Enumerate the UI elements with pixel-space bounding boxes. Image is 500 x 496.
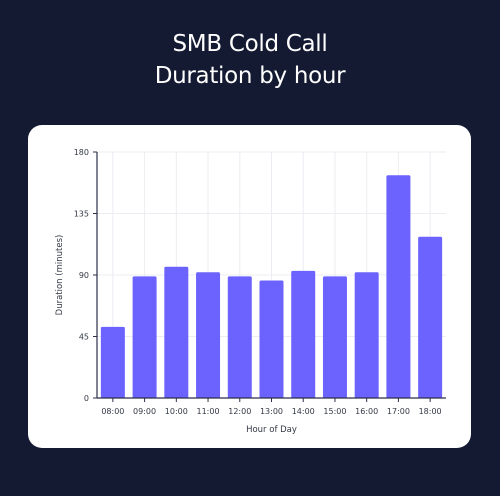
- x-tick-label: 09:00: [133, 407, 156, 416]
- bar-1600: [354, 272, 379, 398]
- bar-0900: [132, 276, 157, 398]
- bar-1300: [259, 280, 284, 398]
- y-tick-label: 45: [79, 333, 89, 342]
- x-tick-label: 16:00: [355, 407, 378, 416]
- axes: [93, 151, 446, 402]
- y-tick-label: 90: [79, 271, 89, 280]
- x-tick-label: 17:00: [387, 407, 410, 416]
- y-axis-label: Duration (minutes): [55, 235, 65, 316]
- bar-1000: [164, 266, 189, 398]
- bar-1100: [196, 272, 221, 398]
- x-tick-labels: 08:00 09:00 10:00 11:00 12:00 13:00 14:00 15:00…: [101, 407, 441, 416]
- bars: [100, 175, 443, 398]
- bar-1200: [227, 276, 252, 398]
- x-tick-label: 18:00: [419, 407, 442, 416]
- x-tick-label: 14:00: [292, 407, 315, 416]
- title-line-1: SMB Cold Call: [172, 31, 328, 57]
- y-tick-labels: 0 45 90 135 180: [74, 148, 89, 403]
- x-tick-label: 12:00: [228, 407, 251, 416]
- chart-title: SMB Cold Call Duration by hour: [0, 28, 500, 92]
- x-tick-label: 10:00: [165, 407, 188, 416]
- x-tick-label: 11:00: [197, 407, 220, 416]
- bar-1500: [322, 276, 347, 398]
- title-line-2: Duration by hour: [154, 63, 346, 89]
- y-tick-label: 135: [74, 210, 89, 219]
- bar-1700: [386, 175, 411, 398]
- y-tick-label: 180: [74, 148, 89, 157]
- bar-1400: [291, 270, 316, 398]
- x-tick-label: 08:00: [101, 407, 124, 416]
- bar-0800: [100, 326, 125, 398]
- x-tick-label: 13:00: [260, 407, 283, 416]
- x-tick-label: 15:00: [323, 407, 346, 416]
- y-tick-label: 0: [84, 394, 89, 403]
- x-axis-label: Hour of Day: [246, 425, 297, 435]
- bar-1800: [418, 236, 443, 398]
